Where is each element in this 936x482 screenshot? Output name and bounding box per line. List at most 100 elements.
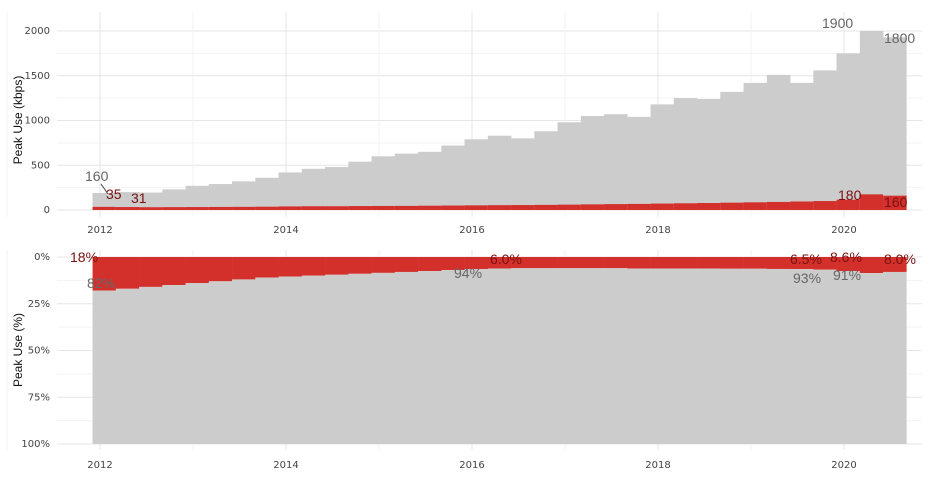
- x-tick-label: 2012: [87, 225, 112, 236]
- y-tick-label: 0%: [34, 252, 50, 263]
- bar-share-gray: [720, 268, 744, 444]
- y-tick-label: 50%: [28, 346, 50, 357]
- bar-share-gray: [511, 268, 535, 444]
- tick-labels: 0 500 1000 1500 2000 0% 25% 50% 75% 100% 2012 2012 2…: [21, 26, 856, 471]
- bar-total: [115, 192, 140, 210]
- bar-red: [185, 207, 210, 210]
- bar-red: [511, 205, 535, 210]
- top-y-axis-label: Peak Use (kbps): [11, 76, 25, 165]
- x-tick-label: 2018: [645, 225, 670, 236]
- y-tick-label: 0: [44, 205, 50, 216]
- bar-total: [883, 37, 907, 210]
- bar-red: [278, 206, 303, 210]
- data-label: 160: [85, 168, 109, 184]
- bar-share-red: [673, 257, 698, 269]
- x-tick-label: 2014: [273, 225, 298, 236]
- bar-total: [92, 192, 117, 210]
- y-tick-label: 1500: [25, 71, 50, 82]
- data-label: 93%: [793, 270, 821, 286]
- bar-red: [534, 204, 558, 210]
- bar-share-gray: [766, 268, 791, 444]
- data-label: 82%: [87, 275, 115, 291]
- bar-total: [348, 161, 372, 210]
- bar-red: [883, 195, 907, 210]
- bar-red: [325, 206, 349, 210]
- bar-red: [697, 203, 721, 210]
- bar-total: [534, 131, 558, 210]
- data-label: 8.0%: [884, 251, 916, 267]
- y-tick-label: 500: [31, 160, 50, 171]
- y-tick-label: 100%: [21, 439, 50, 450]
- bar-share-gray: [673, 268, 698, 444]
- x-tick-label: 2016: [459, 460, 484, 471]
- bar-share-gray: [883, 271, 907, 444]
- bar-total: [604, 114, 628, 210]
- bar-share-gray: [208, 281, 233, 444]
- bar-total: [836, 53, 861, 210]
- bar-share-gray: [139, 286, 163, 444]
- x-tick-label: 2014: [273, 460, 298, 471]
- bar-red: [162, 207, 186, 210]
- data-label: 180: [838, 187, 862, 203]
- bar-share-gray: [278, 276, 303, 444]
- bar-share-red: [232, 257, 256, 280]
- bar-share-gray: [836, 271, 861, 444]
- bar-red: [418, 205, 442, 210]
- bar-red: [743, 202, 768, 210]
- x-tick-label: 2020: [831, 225, 856, 236]
- bar-share-red: [487, 257, 512, 269]
- bar-share-gray: [580, 268, 605, 444]
- bar-share-gray: [697, 268, 721, 444]
- bar-red: [580, 204, 605, 210]
- bar-total: [301, 168, 326, 210]
- bar-share-gray: [650, 268, 675, 444]
- bar-red: [673, 203, 698, 210]
- bar-red: [627, 203, 651, 210]
- bar-total: [511, 138, 535, 210]
- bar-share-red: [162, 257, 186, 286]
- bar-total: [371, 156, 396, 210]
- bar-total: [697, 99, 721, 210]
- bar-share-gray: [557, 268, 582, 444]
- bar-total: [418, 151, 442, 210]
- data-label: 1900: [822, 15, 853, 31]
- bar-total: [394, 153, 419, 210]
- bar-share-gray: [487, 268, 512, 444]
- bar-share-gray: [162, 285, 186, 444]
- x-tick-label: 2020: [831, 460, 856, 471]
- bottom-y-axis-label: Peak Use (%): [11, 313, 25, 387]
- bar-total: [441, 145, 465, 210]
- annotation-leader-line: [100, 183, 109, 195]
- data-label: 35: [106, 186, 122, 202]
- bar-red: [813, 201, 837, 210]
- bar-total: [325, 167, 349, 210]
- bar-total: [185, 185, 210, 210]
- bar-share-red: [557, 257, 582, 269]
- bar-total: [208, 184, 233, 210]
- bar-red: [441, 205, 465, 210]
- bar-red: [301, 206, 326, 210]
- bar-total: [790, 82, 814, 210]
- bar-share-red: [743, 257, 768, 269]
- bar-share-red: [766, 257, 791, 269]
- bar-total: [139, 192, 163, 210]
- bar-share-gray: [255, 277, 279, 444]
- bar-share-gray: [418, 271, 442, 444]
- bar-share-gray: [371, 272, 396, 444]
- bar-share-red: [418, 257, 442, 272]
- bar-total: [720, 91, 744, 210]
- y-tick-label: 1000: [25, 116, 50, 127]
- bar-red: [139, 207, 163, 210]
- bar-red: [255, 206, 279, 210]
- bar-red: [720, 202, 744, 210]
- bar-share-red: [813, 257, 837, 270]
- y-tick-label: 2000: [25, 26, 50, 37]
- bar-total: [464, 139, 489, 210]
- data-label: 6.0%: [490, 251, 522, 267]
- bar-red: [464, 205, 489, 210]
- bar-share-red: [92, 257, 117, 291]
- bar-total: [557, 122, 582, 210]
- y-tick-label: 25%: [28, 299, 50, 310]
- bar-share-red: [650, 257, 675, 269]
- bar-red: [394, 205, 419, 210]
